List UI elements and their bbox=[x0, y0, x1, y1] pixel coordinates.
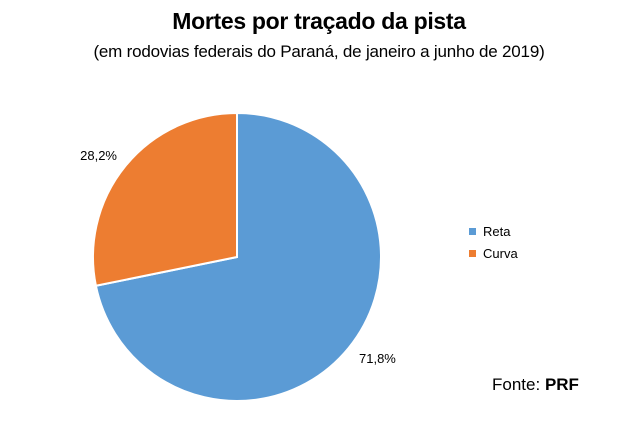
legend-swatch-reta bbox=[469, 227, 476, 235]
legend-item-curva: Curva bbox=[469, 242, 518, 264]
source-value: PRF bbox=[544, 375, 579, 394]
source-label: Fonte: bbox=[492, 375, 541, 394]
data-label-reta: 71,8% bbox=[359, 351, 396, 366]
data-label-curva: 28,2% bbox=[80, 148, 117, 163]
pie-slice-reta bbox=[94, 111, 382, 402]
chart-subtitle: (em rodovias federais do Paraná, de jane… bbox=[93, 42, 545, 61]
chart-legend: Reta Curva bbox=[469, 220, 518, 264]
source-note: Fonte: PRF bbox=[492, 375, 579, 395]
legend-swatch-curva bbox=[469, 249, 476, 257]
legend-label-reta: Reta bbox=[483, 223, 511, 239]
chart-title: Mortes por traçado da pista bbox=[172, 8, 466, 34]
legend-label-curva: Curva bbox=[483, 245, 518, 261]
legend-item-reta: Reta bbox=[469, 220, 518, 242]
pie-slice-curva bbox=[92, 111, 238, 287]
